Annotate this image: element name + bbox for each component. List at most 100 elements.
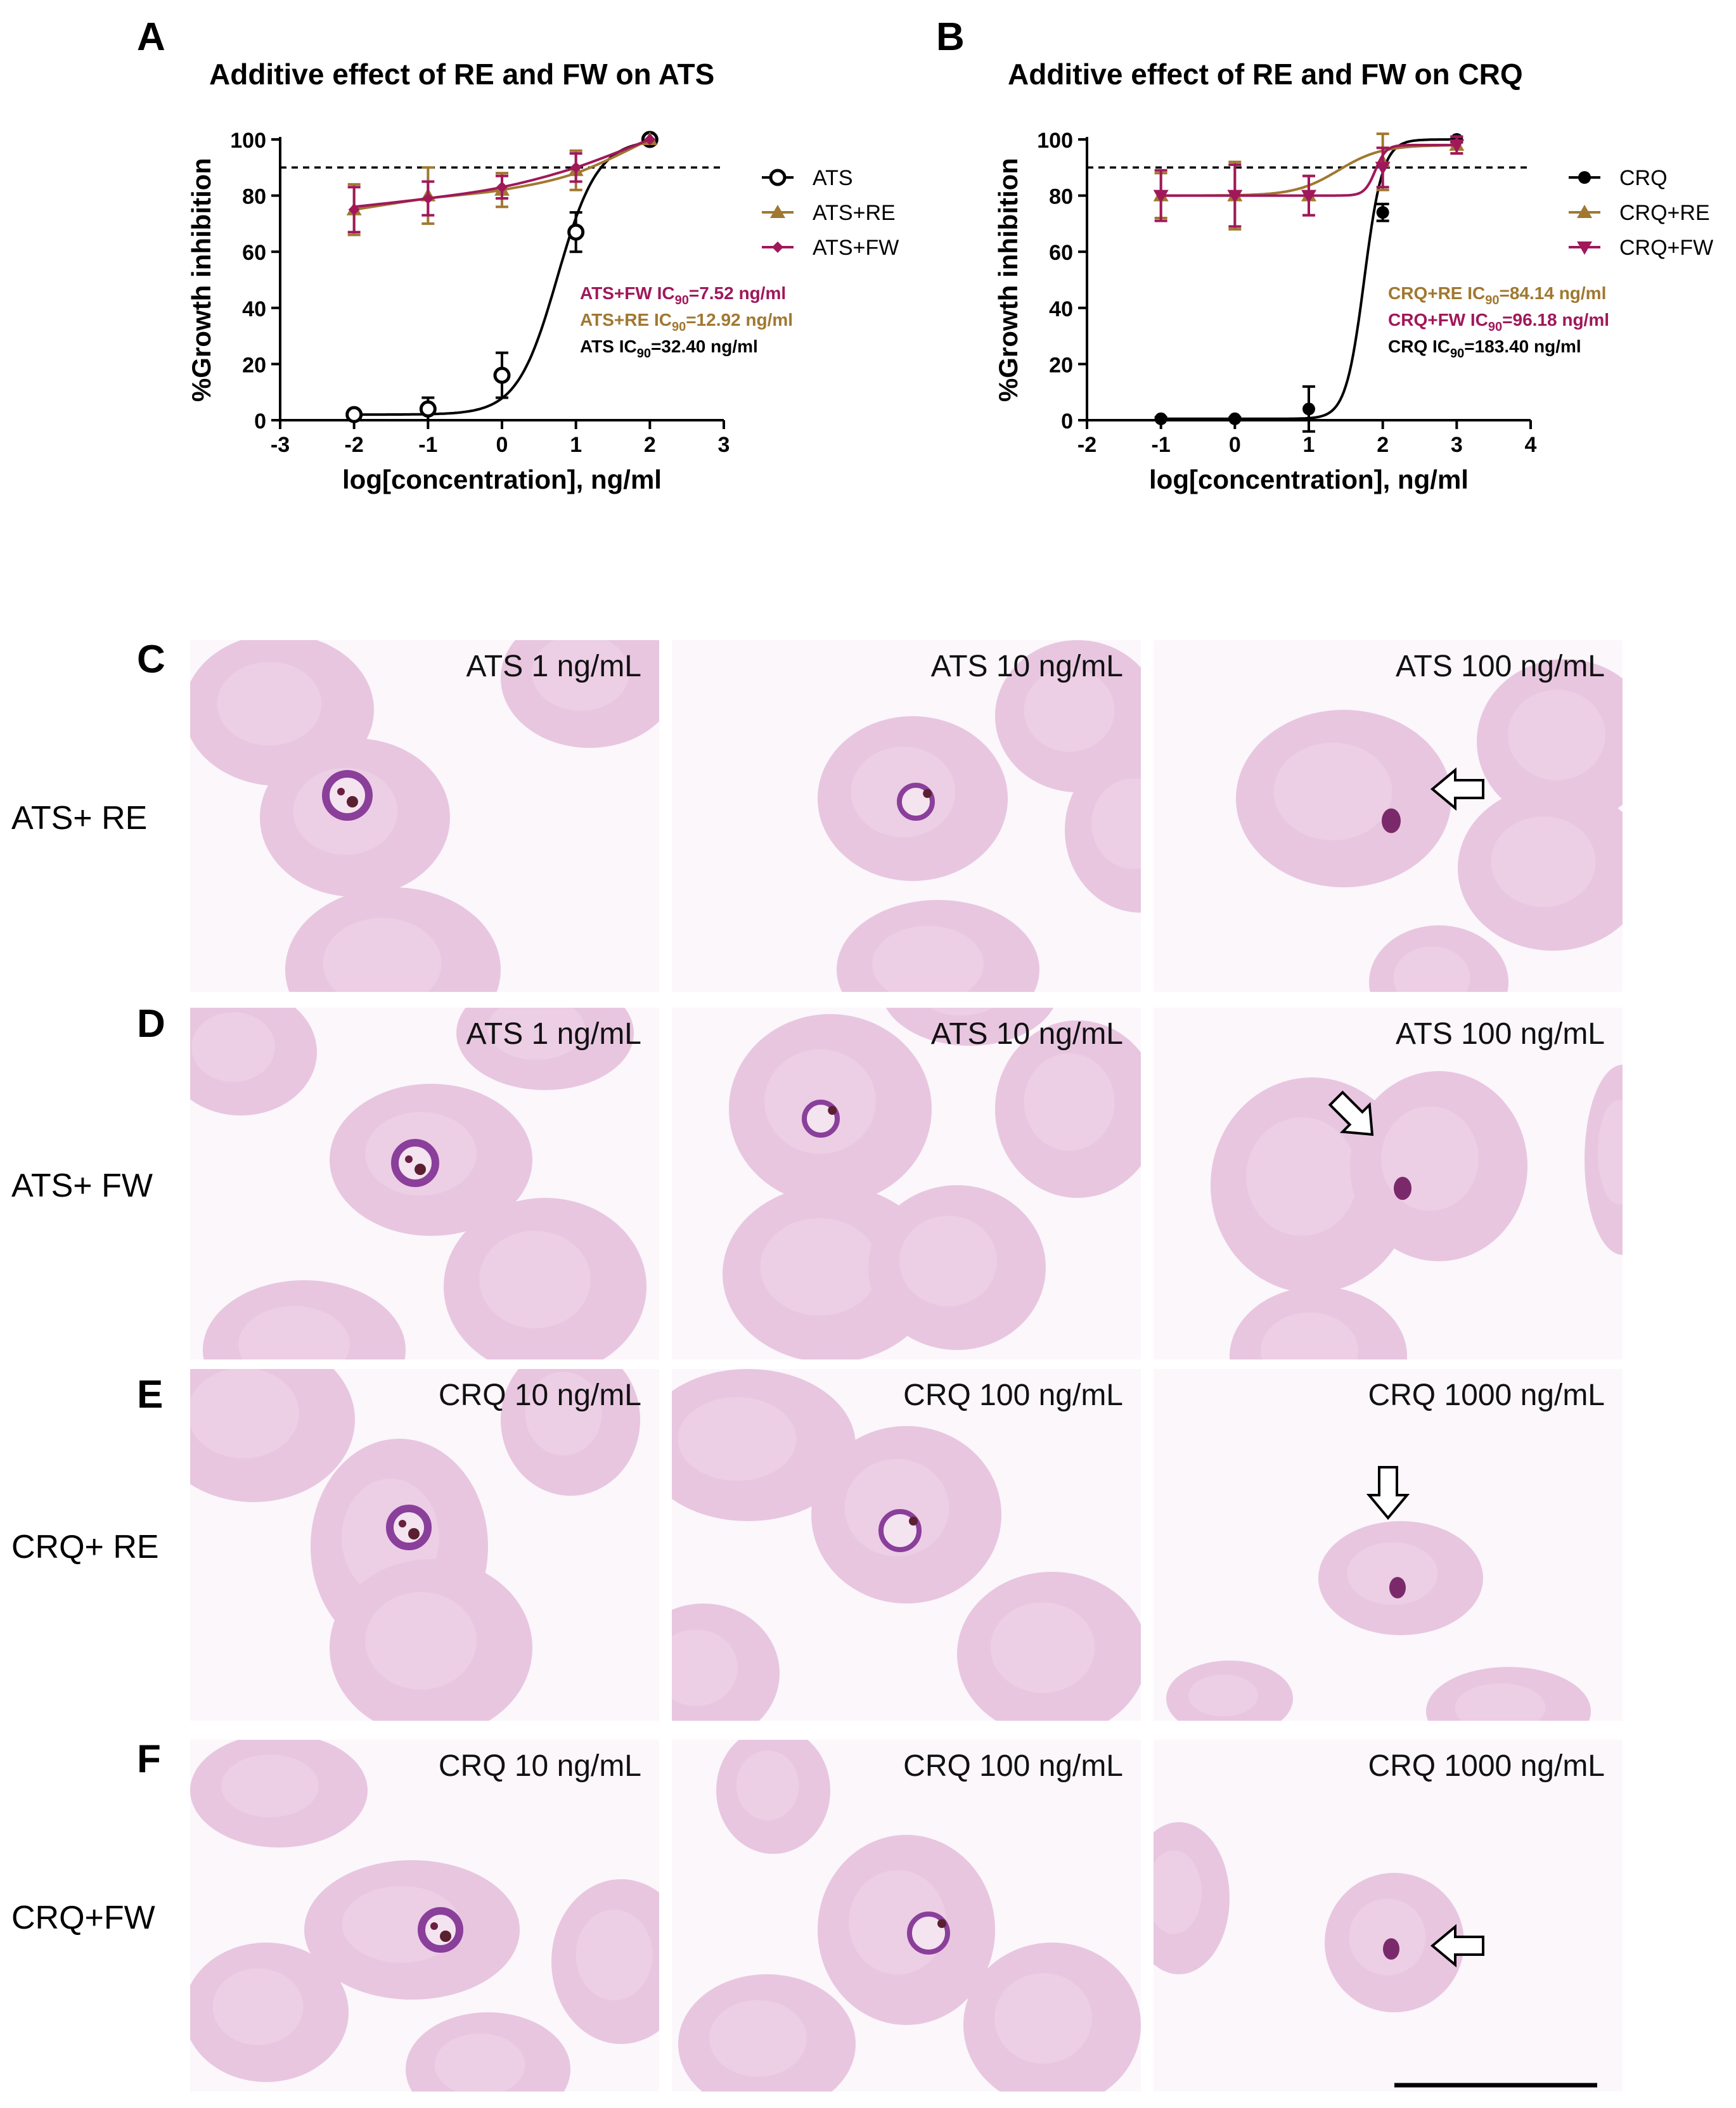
ic90-annotation: ATS+RE IC90=12.92 ng/ml <box>580 310 793 334</box>
parasite-chromatin <box>828 1106 837 1115</box>
micrograph-row-label: CRQ+FW <box>11 1899 155 1936</box>
legend-marker <box>1577 205 1592 218</box>
parasite-pigment <box>440 1931 451 1942</box>
data-point <box>1301 190 1316 203</box>
parasite-pigment <box>430 1922 438 1930</box>
legend-entry: CRQ+RE <box>1619 201 1710 225</box>
ic90-annotation: ATS+FW IC90=7.52 ng/ml <box>580 283 786 307</box>
parasite-chromatin <box>923 789 932 798</box>
data-point <box>1227 190 1243 203</box>
arrow-indicator-icon <box>1366 1466 1410 1520</box>
rbc-pallor <box>1261 1312 1358 1359</box>
micrograph-tile: CRQ 1000 ng/mL <box>1154 1740 1623 2092</box>
micrograph-tile: CRQ 10 ng/mL <box>190 1369 659 1721</box>
parasite-pigment <box>399 1520 406 1527</box>
rbc-pallor <box>994 1973 1092 2064</box>
x-tick-label: -2 <box>1077 433 1096 457</box>
parasite-pigment <box>408 1528 420 1539</box>
pyknotic-parasite <box>1394 1176 1411 1200</box>
micrograph-concentration-label: ATS 100 ng/mL <box>1396 1017 1605 1051</box>
rbc-pallor <box>672 1629 738 1706</box>
ring-stage-parasite <box>386 1505 432 1550</box>
x-tick-label: 4 <box>1525 433 1537 457</box>
x-axis-label: log[concentration], ng/ml <box>342 465 662 494</box>
rbc-pallor <box>1024 668 1115 752</box>
rbc-pallor <box>1091 778 1141 870</box>
rbc-pallor <box>1455 1683 1546 1721</box>
panel-letter-a: A <box>137 15 165 59</box>
rbc-pallor <box>532 640 629 711</box>
micrograph-tile: ATS 1 ng/mL <box>190 640 659 992</box>
rbc-pallor <box>929 1008 993 1016</box>
ring-stage-parasite <box>418 1907 463 1953</box>
y-tick-label: 40 <box>242 297 266 321</box>
panel-letter-f: F <box>137 1737 161 1781</box>
y-tick-label: 40 <box>1049 297 1073 321</box>
rbc-pallor <box>844 1458 949 1557</box>
rbc-pallor <box>217 662 322 746</box>
data-point <box>644 134 656 145</box>
parasite-pigment <box>415 1164 426 1175</box>
data-point <box>496 181 508 193</box>
micrograph-concentration-label: ATS 100 ng/mL <box>1396 650 1605 683</box>
rbc-pallor <box>212 1968 304 2045</box>
y-tick-label: 20 <box>1049 353 1073 377</box>
micrograph-concentration-label: ATS 1 ng/mL <box>466 1017 641 1051</box>
micrograph-row-label: ATS+ FW <box>11 1167 153 1204</box>
ic90-annotation: CRQ+FW IC90=96.18 ng/ml <box>1388 310 1609 334</box>
data-point <box>419 400 437 418</box>
y-tick-label: 60 <box>1049 241 1073 265</box>
x-tick-label: 0 <box>496 433 508 457</box>
series-ats <box>345 131 659 423</box>
rbc-pallor <box>365 1591 477 1690</box>
pyknotic-parasite <box>1383 1938 1399 1960</box>
x-tick-label: 3 <box>718 433 730 457</box>
parasite-chromatin <box>909 1517 918 1526</box>
ic90-annotation: CRQ+RE IC90=84.14 ng/ml <box>1388 283 1606 307</box>
arrow-indicator-icon <box>1430 767 1484 811</box>
panel-letter-e: E <box>137 1373 164 1417</box>
micrograph-tile: ATS 100 ng/mL <box>1154 1008 1623 1359</box>
rbc-pallor <box>190 1369 299 1459</box>
data-point <box>345 406 363 423</box>
x-tick-label: 1 <box>570 433 582 457</box>
micrograph-concentration-label: CRQ 1000 ng/mL <box>1368 1749 1605 1783</box>
x-tick-label: 0 <box>1229 433 1241 457</box>
x-tick-label: -1 <box>1152 433 1171 457</box>
x-tick-label: 3 <box>1451 433 1463 457</box>
rbc-pallor <box>1246 1117 1358 1236</box>
data-point <box>1154 412 1167 425</box>
micrograph-tile: CRQ 100 ng/mL <box>672 1369 1141 1721</box>
y-tick-label: 80 <box>1049 185 1073 209</box>
chart-b-title: Additive effect of RE and FW on CRQ <box>1008 58 1523 91</box>
micrograph-tile: ATS 1 ng/mL <box>190 1008 659 1359</box>
legend-entry: ATS <box>813 166 853 190</box>
ic90-annotation: ATS IC90=32.40 ng/ml <box>580 337 758 361</box>
rbc-pallor <box>990 1602 1095 1693</box>
x-tick-label: 1 <box>1303 433 1315 457</box>
series-crq-plus-fw <box>1153 135 1465 228</box>
panel-letter-d: D <box>137 1002 165 1046</box>
legend-entry: CRQ <box>1619 166 1668 190</box>
y-tick-label: 100 <box>1037 129 1073 153</box>
rbc-pallor <box>525 1372 602 1456</box>
parasite-pigment <box>337 788 345 795</box>
red-blood-cell <box>886 1008 1053 1046</box>
y-tick-label: 60 <box>242 241 266 265</box>
micrograph-concentration-label: ATS 1 ng/mL <box>466 650 641 683</box>
legend-entry: ATS+RE <box>813 201 896 225</box>
rbc-pallor <box>479 1230 591 1328</box>
data-point <box>1376 206 1389 219</box>
legend-marker <box>772 241 783 253</box>
micrograph-tile: CRQ 10 ng/mL <box>190 1740 659 2092</box>
rbc-pallor <box>1393 946 1470 992</box>
rbc-pallor <box>1491 816 1596 908</box>
rbc-pallor <box>760 1218 879 1316</box>
rbc-pallor <box>191 1012 275 1082</box>
chart-a-title: Additive effect of RE and FW on ATS <box>209 58 715 91</box>
rbc-pallor <box>238 1306 350 1359</box>
y-tick-label: 0 <box>254 409 266 434</box>
rbc-pallor <box>678 1397 797 1481</box>
panel-letter-b: B <box>936 15 965 59</box>
micrograph-tile: ATS 100 ng/mL <box>1154 640 1623 992</box>
